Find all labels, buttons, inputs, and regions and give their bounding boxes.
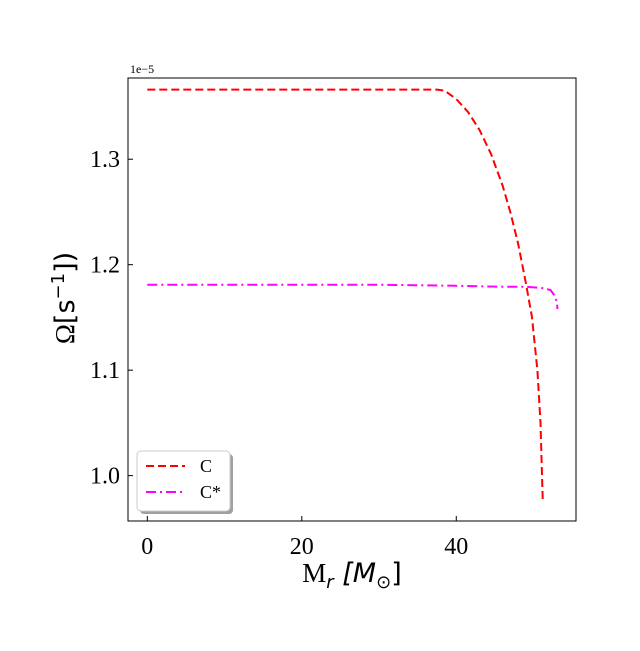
y-axis-label-exponent: −1: [48, 273, 69, 300]
y-tick-label: 1.3: [90, 147, 120, 173]
y-ticks: 1.0 1.1 1.2 1.3: [90, 147, 133, 490]
x-axis-label: Mr [M⊙]: [302, 558, 401, 593]
legend-box: [136, 450, 231, 512]
x-ticks: 0 20 40: [141, 516, 468, 560]
offset-text: 1e−5: [130, 62, 154, 76]
y-tick-label: 1.2: [90, 253, 120, 279]
y-axis-label-symbol: Ω: [50, 324, 80, 344]
plot-area: [128, 78, 576, 521]
legend: C C*: [136, 450, 233, 514]
y-axis-label-close: ]): [50, 252, 81, 273]
axes-frame: [127, 77, 577, 522]
series-line-c: [147, 88, 544, 503]
x-tick-label: 40: [444, 534, 468, 560]
x-axis-label-subscript: r: [326, 572, 335, 593]
x-axis-label-unit: [M: [334, 558, 376, 589]
y-tick-label: 1.1: [90, 358, 120, 384]
x-tick-label: 20: [290, 534, 314, 560]
y-axis-label: Ω[s−1]): [48, 252, 81, 344]
x-axis-label-close: ]: [391, 558, 402, 589]
legend-label-c: C: [200, 456, 212, 476]
series-layer: [147, 88, 559, 503]
x-axis-label-main: M: [302, 558, 326, 588]
series-line-c-star: [147, 283, 559, 310]
y-axis-label-unit: [s: [50, 299, 81, 324]
x-axis-label-unit-subscript: ⊙: [376, 572, 391, 593]
x-tick-label: 0: [141, 534, 153, 560]
y-tick-label: 1.0: [90, 464, 120, 490]
legend-label-c-star: C*: [200, 482, 221, 502]
